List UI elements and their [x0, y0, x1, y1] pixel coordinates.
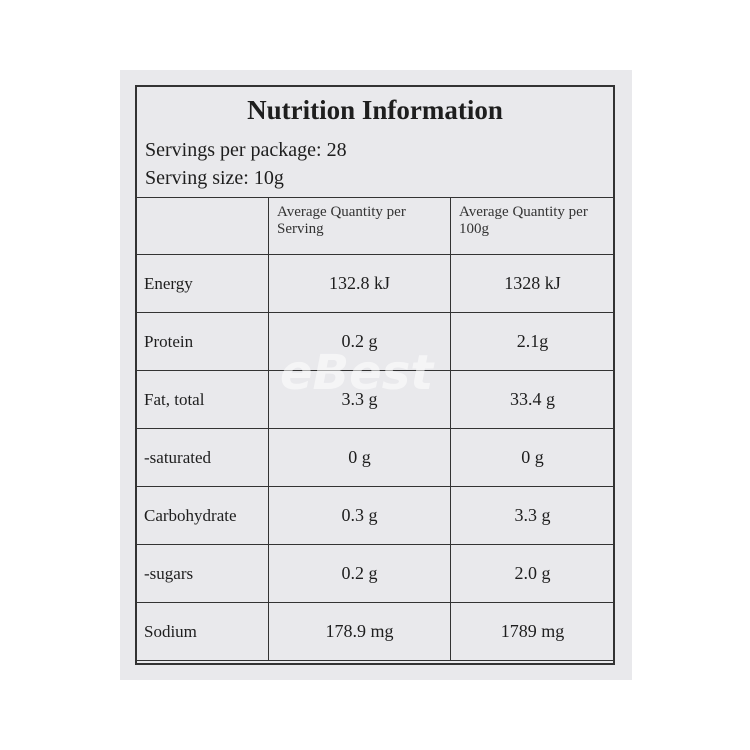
nutrient-row: Energy 132.8 kJ 1328 kJ [135, 254, 615, 313]
nutrient-value: 0.3 g [268, 486, 451, 545]
nutrient-value: 132.8 kJ [268, 254, 451, 313]
nutrient-value: 0 g [268, 428, 451, 487]
nutrient-row: Carbohydrate 0.3 g 3.3 g [135, 486, 615, 545]
nutrient-value: 0.2 g [268, 544, 451, 603]
nutrient-name: Protein [135, 312, 269, 371]
nutrient-value: 0 g [450, 428, 615, 487]
nutrient-row: Protein 0.2 g 2.1g [135, 312, 615, 371]
nutrient-value: 33.4 g [450, 370, 615, 429]
nutrient-value: 0.2 g [268, 312, 451, 371]
header-cell: Average Quantity per 100g [450, 197, 615, 255]
header-cell [135, 197, 269, 255]
nutrient-value: 2.1g [450, 312, 615, 371]
nutrient-row: Sodium 178.9 mg 1789 mg [135, 602, 615, 661]
nutrient-value: 3.3 g [450, 486, 615, 545]
nutrient-value: 1328 kJ [450, 254, 615, 313]
nutrient-name: -saturated [135, 428, 269, 487]
nutrient-value: 178.9 mg [268, 602, 451, 661]
header-cell: Average Quantity per Serving [268, 197, 451, 255]
nutrient-name: -sugars [135, 544, 269, 603]
nutrient-row: -sugars 0.2 g 2.0 g [135, 544, 615, 603]
nutrient-value: 3.3 g [268, 370, 451, 429]
servings: Servings per package: 28 [145, 139, 347, 161]
nutrient-name: Sodium [135, 602, 269, 661]
serving-size: Serving size: 10g [145, 167, 284, 189]
nutrient-name: Energy [135, 254, 269, 313]
header-row: Average Quantity per Serving Average Qua… [135, 197, 615, 255]
nutrition-table: Average Quantity per Serving Average Qua… [135, 197, 615, 661]
nutrition-panel: Nutrition Information Servings per packa… [135, 85, 615, 665]
nutrient-value: 2.0 g [450, 544, 615, 603]
title: Nutrition Information [247, 95, 503, 125]
nutrient-value: 1789 mg [450, 602, 615, 661]
nutrient-name: Carbohydrate [135, 486, 269, 545]
nutrient-row: Fat, total 3.3 g 33.4 g [135, 370, 615, 429]
watermark: eBest [280, 345, 434, 401]
nutrient-name: Fat, total [135, 370, 269, 429]
